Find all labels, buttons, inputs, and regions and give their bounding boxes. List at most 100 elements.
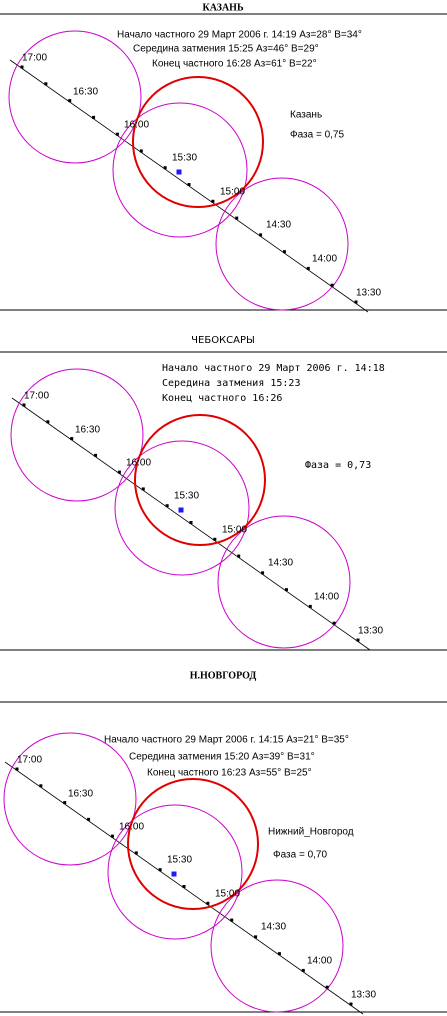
path-dot xyxy=(158,868,162,872)
path-dot xyxy=(187,183,191,186)
time-label: 17:00 xyxy=(24,391,49,402)
path-dot xyxy=(354,300,358,304)
path-dot xyxy=(141,487,145,491)
time-label: 14:00 xyxy=(312,254,337,265)
time-label: 16:30 xyxy=(68,789,93,800)
path-dot xyxy=(15,767,19,771)
path-dot xyxy=(46,420,50,424)
phase-label: Фаза = 0,73 xyxy=(305,460,371,471)
path-dot xyxy=(182,885,186,888)
path-dot xyxy=(308,604,312,608)
info-line: Середина затмения 15:25 Аз=46° В=29° xyxy=(133,44,319,55)
path-dot xyxy=(94,453,98,457)
path-dot xyxy=(211,199,215,203)
path-dot xyxy=(213,537,217,541)
path-dot xyxy=(306,266,310,270)
path-dot xyxy=(139,149,143,153)
city-name: Казань xyxy=(290,110,322,121)
sun-circle xyxy=(210,879,344,1013)
city-name: Нижний_Новгород xyxy=(268,827,354,838)
path-dot xyxy=(235,216,239,220)
center-dot xyxy=(171,871,177,877)
time-label: 14:30 xyxy=(266,220,291,231)
path-dot xyxy=(92,115,96,119)
time-label: 16:00 xyxy=(119,822,144,833)
path-dot xyxy=(44,82,48,86)
path-dot xyxy=(165,504,169,508)
time-label: 14:30 xyxy=(261,922,286,933)
path-dot xyxy=(277,952,281,956)
info-line: Середина затмения 15:20 Аз=39° В=31° xyxy=(129,752,315,763)
time-label: 16:30 xyxy=(73,87,98,98)
panel-title: ЧЕБОКСАРЫ xyxy=(191,335,255,346)
time-label: 15:00 xyxy=(220,187,245,198)
time-label: 16:00 xyxy=(126,458,151,469)
moon-circle xyxy=(132,76,264,208)
path-dot xyxy=(115,132,119,136)
path-dot xyxy=(163,166,167,170)
path-dot xyxy=(282,250,286,254)
panel-title: Н.НОВГОРОД xyxy=(190,670,257,681)
path-dot xyxy=(110,834,114,838)
info-line: Конец частного 16:23 Аз=55° В=25° xyxy=(147,768,312,779)
time-label: 17:00 xyxy=(22,53,47,64)
moon-circle xyxy=(134,414,266,546)
path-dot xyxy=(134,851,138,855)
panel-title: КАЗАНЬ xyxy=(202,2,244,13)
time-label: 13:30 xyxy=(351,990,376,1001)
path-dot xyxy=(254,935,258,939)
path-dot xyxy=(356,638,360,642)
path-dot xyxy=(349,1002,353,1006)
time-label: 16:00 xyxy=(124,120,149,131)
time-label: 15:30 xyxy=(174,491,199,502)
time-label: 17:00 xyxy=(17,755,42,766)
path-dot xyxy=(117,470,121,474)
moon-circle xyxy=(127,778,259,910)
path-dot xyxy=(39,784,43,788)
path-dot xyxy=(325,985,329,989)
time-label: 15:30 xyxy=(167,855,192,866)
time-label: 15:00 xyxy=(215,889,240,900)
phase-label: Фаза = 0,70 xyxy=(273,850,327,861)
path-dot xyxy=(259,233,263,237)
time-label: 13:30 xyxy=(358,626,383,637)
info-line: Начало частного 29 Март 2006 г. 14:15 Аз… xyxy=(104,735,349,746)
info-line: Начало частного 29 Март 2006 г. 14:19 Аз… xyxy=(117,30,362,41)
path-dot xyxy=(68,99,72,103)
path-dot xyxy=(22,403,26,407)
path-dot xyxy=(330,283,334,287)
info-line: Середина затмения 15:23 xyxy=(162,378,300,389)
sun-circle xyxy=(10,368,144,502)
path-dot xyxy=(332,621,336,625)
path-dot xyxy=(301,968,305,972)
sun-circle xyxy=(3,732,137,866)
path-dot xyxy=(20,65,24,69)
sun-circle xyxy=(107,804,243,940)
path-dot xyxy=(189,521,193,524)
path-dot xyxy=(261,571,265,575)
phase-label: Фаза = 0,75 xyxy=(290,130,344,141)
center-dot xyxy=(178,507,184,513)
sun-circle xyxy=(114,440,250,576)
time-label: 15:30 xyxy=(172,153,197,164)
sun-circle xyxy=(112,102,248,238)
time-label: 15:00 xyxy=(222,525,247,536)
path-dot xyxy=(284,588,288,592)
time-label: 13:30 xyxy=(356,288,381,299)
sun-circle xyxy=(8,30,142,164)
time-label: 14:00 xyxy=(307,956,332,967)
sun-circle xyxy=(215,177,349,311)
info-line: Конец частного 16:26 xyxy=(162,393,282,404)
path-dot xyxy=(70,437,74,441)
time-label: 16:30 xyxy=(75,425,100,436)
path-dot xyxy=(230,918,234,922)
time-label: 14:00 xyxy=(314,592,339,603)
path-dot xyxy=(63,801,67,805)
sun-circle xyxy=(217,515,351,649)
time-label: 14:30 xyxy=(268,558,293,569)
info-line: Конец частного 16:28 Аз=61° В=22° xyxy=(152,59,317,70)
center-dot xyxy=(176,169,182,175)
path-dot xyxy=(87,817,91,821)
info-line: Начало частного 29 Март 2006 г. 14:18 xyxy=(162,363,385,374)
